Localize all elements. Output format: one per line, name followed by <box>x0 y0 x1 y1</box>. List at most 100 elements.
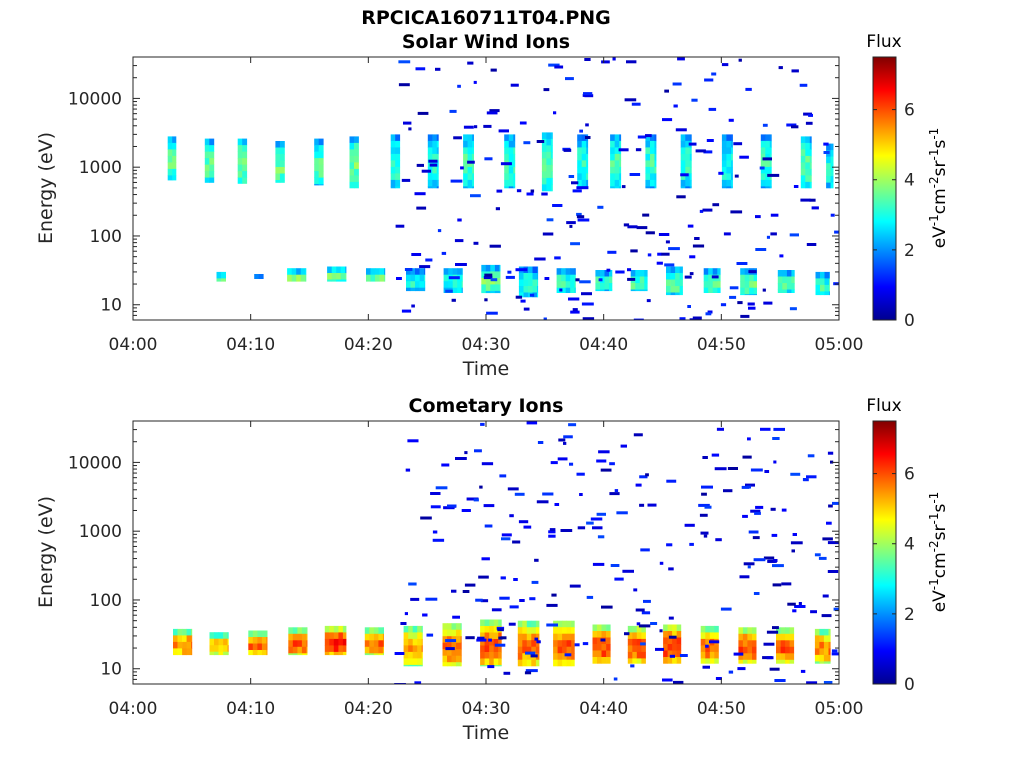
heatmap-cell <box>522 659 528 667</box>
heatmap-cell <box>557 620 563 628</box>
heatmap-cell <box>390 140 396 148</box>
panel-cometary: Cometary Ions 04:00 04:10 04:20 04:30 04:40 0… <box>35 395 950 744</box>
heatmap-cell <box>517 653 523 661</box>
heatmap-cell <box>494 290 500 294</box>
heatmap-cell <box>747 302 755 306</box>
heatmap-cell <box>436 179 439 187</box>
heatmap-cell <box>536 500 549 504</box>
heatmap-cell <box>457 287 463 293</box>
heatmap-cell <box>408 645 414 653</box>
heatmap-cell <box>455 263 467 266</box>
heatmap-cell <box>484 632 490 640</box>
heatmap-cell <box>216 278 222 282</box>
heatmap-cell <box>412 658 418 666</box>
heatmap-cell <box>772 626 779 630</box>
heatmap-cell <box>442 655 448 663</box>
heatmap-cell <box>209 151 215 159</box>
heatmap-cell <box>523 525 532 529</box>
heatmap-cell <box>546 138 552 146</box>
heatmap-cell <box>654 147 657 155</box>
y-tick-label: 10 <box>100 296 122 316</box>
heatmap-cell <box>834 230 839 234</box>
heatmap-cell <box>726 134 732 142</box>
heatmap-cell <box>451 662 457 667</box>
heatmap-cell <box>532 273 538 280</box>
heatmap-cell <box>463 125 474 129</box>
heatmap-cell <box>721 160 727 168</box>
heatmap-cell <box>490 264 496 272</box>
heatmap-cell <box>822 594 829 598</box>
heatmap-cell <box>204 158 210 165</box>
heatmap-cell <box>461 287 463 293</box>
heatmap-cell <box>297 633 303 641</box>
heatmap-cell <box>553 627 558 635</box>
heatmap-cell <box>609 283 613 290</box>
heatmap-cell <box>675 266 680 274</box>
heatmap-cell <box>760 160 766 168</box>
heatmap-cell <box>501 537 511 541</box>
heatmap-cell <box>633 433 643 437</box>
heatmap-cell <box>242 138 248 146</box>
heatmap-cell <box>412 638 418 646</box>
heatmap-cell <box>662 678 673 682</box>
heatmap-cell <box>451 655 457 663</box>
heatmap-cell <box>823 661 829 664</box>
heatmap-cell <box>318 184 324 186</box>
heatmap-cell <box>747 646 753 654</box>
colorbar-title-solar-wind: Flux <box>866 32 901 52</box>
heatmap-cell <box>644 276 648 284</box>
heatmap-cell <box>535 659 540 667</box>
heatmap-cell <box>772 564 784 568</box>
heatmap-cell <box>395 140 401 148</box>
heatmap-cell <box>601 624 607 632</box>
heatmap-cell <box>614 153 620 161</box>
heatmap-cell <box>338 645 344 653</box>
heatmap-cell <box>709 640 720 644</box>
heatmap-cell <box>680 153 686 161</box>
heatmap-cell <box>472 140 474 148</box>
heatmap-cell <box>411 304 415 308</box>
heatmap-cell <box>425 597 438 601</box>
heatmap-cell <box>570 310 580 314</box>
heatmap-cell <box>586 179 589 187</box>
heatmap-cell <box>815 278 821 286</box>
heatmap-cell <box>463 140 468 148</box>
heatmap-cell <box>565 268 571 276</box>
heatmap-cell <box>666 273 671 280</box>
heatmap-cell <box>700 658 706 664</box>
x-axis-label-cometary: Time <box>462 722 510 744</box>
x-axis-solar-wind: 04:00 04:10 04:20 04:30 04:40 04:50 05:00 <box>109 57 864 355</box>
heatmap-cell <box>830 213 835 217</box>
heatmap-cell <box>451 298 456 302</box>
heatmap-cell <box>473 241 479 245</box>
heatmap-cell <box>535 633 540 641</box>
heatmap-cell <box>354 168 359 176</box>
heatmap-cell <box>467 140 473 148</box>
heatmap-cell <box>401 178 411 182</box>
heatmap-cell <box>329 625 335 633</box>
heatmap-cell <box>417 625 423 633</box>
heatmap-cell <box>466 497 479 501</box>
heatmap-cell <box>708 107 717 111</box>
heatmap-cell <box>173 648 178 656</box>
heatmap-cell <box>223 651 228 656</box>
heatmap-cell <box>672 650 677 658</box>
heatmap-cell <box>685 134 691 142</box>
heatmap-cell <box>738 659 744 664</box>
x-tick-label: 04:00 <box>109 335 158 355</box>
heatmap-cell <box>742 653 748 661</box>
heatmap-cell <box>182 648 187 656</box>
heatmap-cell <box>709 632 715 640</box>
heatmap-cell <box>833 607 839 611</box>
heatmap-cell <box>515 295 523 299</box>
heatmap-cell <box>318 171 324 178</box>
heatmap-cell <box>427 173 433 181</box>
heatmap-cell <box>329 645 335 653</box>
heatmap-cell <box>577 140 583 148</box>
heatmap-cell <box>379 268 385 276</box>
heatmap-cell <box>565 281 571 289</box>
heatmap-cell <box>632 638 638 646</box>
heatmap-cell <box>340 273 346 280</box>
heatmap-cell <box>324 645 330 653</box>
heatmap-cell <box>569 462 574 466</box>
